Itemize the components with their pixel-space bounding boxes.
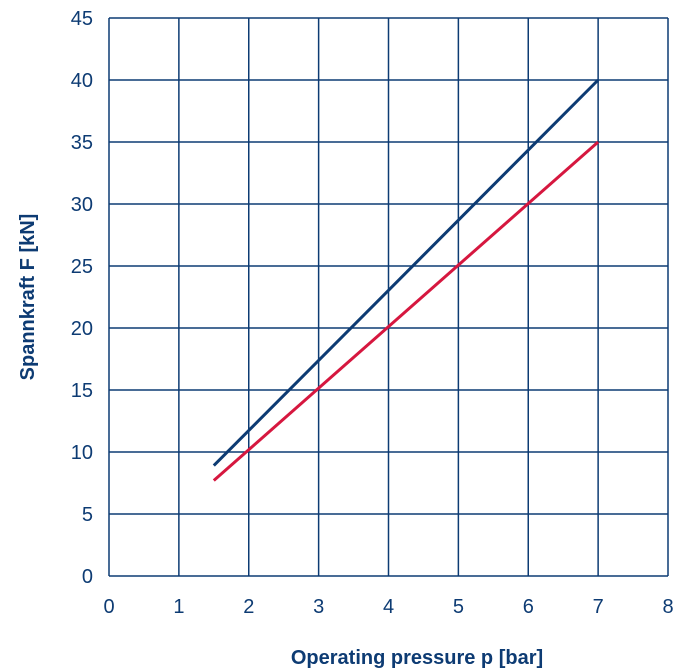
x-axis-title: Operating pressure p [bar] [291,647,543,669]
y-tick-label: 30 [71,194,93,216]
x-tick-label: 8 [662,596,673,618]
y-tick-label: 0 [82,566,93,588]
series-layer [212,78,600,482]
y-tick-label: 15 [71,380,93,402]
x-tick-label: 3 [313,596,324,618]
x-tick-label: 5 [453,596,464,618]
y-axis-title: Spannkraft F [kN] [17,214,39,381]
series-line-2 [212,140,600,482]
y-tick-label: 10 [71,442,93,464]
x-tick-label: 0 [103,596,114,618]
y-tick-label: 45 [71,8,93,30]
y-tick-label: 40 [71,70,93,92]
y-tick-label: 25 [71,256,93,278]
y-tick-label: 35 [71,132,93,154]
y-tick-label: 20 [71,318,93,340]
x-tick-label: 4 [383,596,394,618]
x-tick-label: 7 [593,596,604,618]
series-line-1 [212,78,600,467]
x-tick-label: 1 [173,596,184,618]
x-tick-label: 2 [243,596,254,618]
y-tick-label: 5 [82,504,93,526]
grid [108,17,669,577]
x-tick-label: 6 [523,596,534,618]
